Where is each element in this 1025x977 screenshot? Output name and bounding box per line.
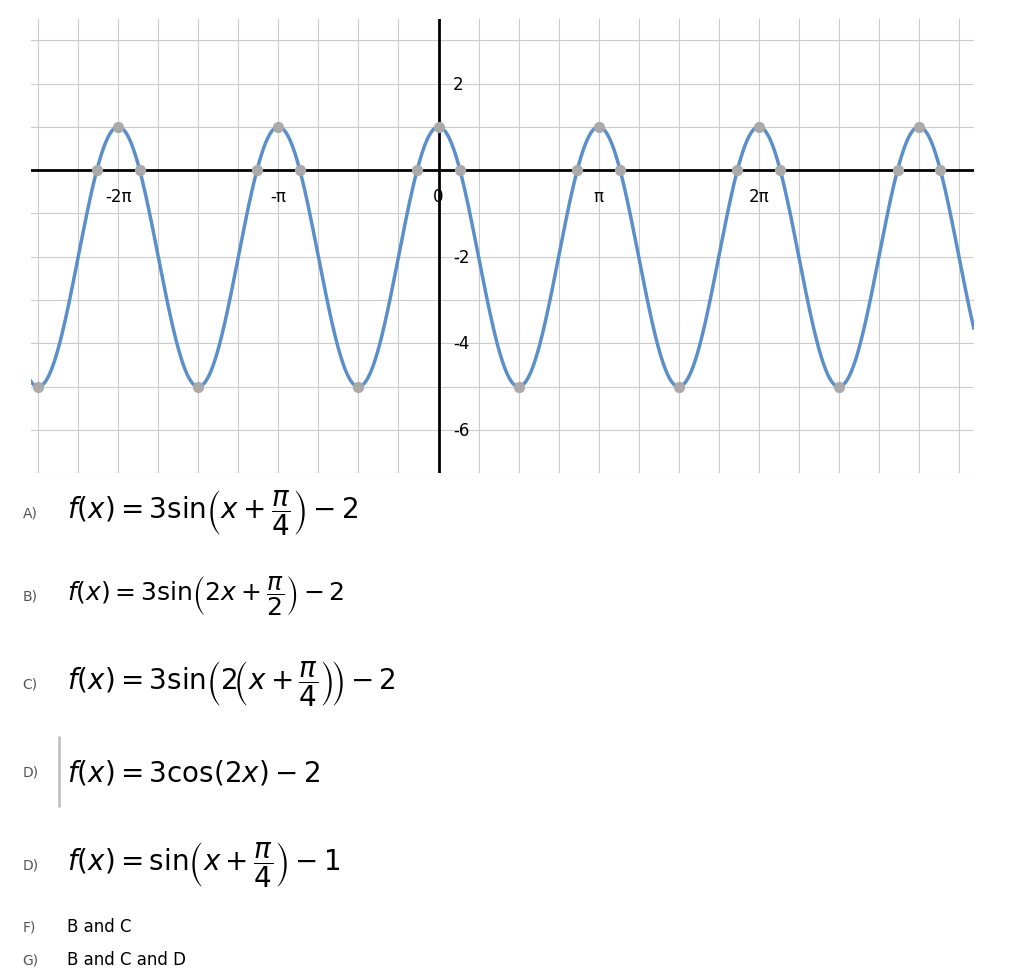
Text: -2π: -2π — [105, 188, 131, 205]
Text: $f(x) = \sin\!\left(x+\dfrac{\pi}{4}\right)-1$: $f(x) = \sin\!\left(x+\dfrac{\pi}{4}\rig… — [67, 840, 340, 889]
Point — [452, 163, 468, 179]
Text: $f(x) = 3\cos(2x)-2$: $f(x) = 3\cos(2x)-2$ — [67, 757, 320, 786]
Point — [911, 120, 928, 136]
Text: B and C and D: B and C and D — [67, 951, 186, 968]
Text: $f(x) = 3\sin\!\left(2x+\dfrac{\pi}{2}\right)-2$: $f(x) = 3\sin\!\left(2x+\dfrac{\pi}{2}\r… — [67, 574, 344, 617]
Text: $f(x) = 3\sin\!\left(2\!\left(x+\dfrac{\pi}{4}\right)\!\right)-2$: $f(x) = 3\sin\!\left(2\!\left(x+\dfrac{\… — [67, 659, 396, 708]
Point — [670, 379, 687, 395]
Text: -6: -6 — [453, 422, 469, 440]
Point — [271, 120, 287, 136]
Point — [190, 379, 206, 395]
Point — [612, 163, 628, 179]
Text: G): G) — [23, 953, 39, 966]
Text: B): B) — [23, 589, 38, 603]
Text: A): A) — [23, 506, 38, 520]
Point — [88, 163, 105, 179]
Point — [510, 379, 527, 395]
Point — [292, 163, 309, 179]
Point — [351, 379, 367, 395]
Text: D): D) — [23, 765, 39, 779]
Point — [750, 120, 767, 136]
Text: 2: 2 — [453, 75, 463, 94]
Point — [590, 120, 607, 136]
Point — [249, 163, 265, 179]
Point — [430, 120, 447, 136]
Point — [131, 163, 148, 179]
Text: -π: -π — [271, 188, 286, 205]
Text: 0: 0 — [434, 188, 444, 205]
Text: -4: -4 — [453, 335, 469, 353]
Text: B and C: B and C — [67, 917, 131, 935]
Text: F): F) — [23, 919, 36, 933]
Point — [409, 163, 425, 179]
Text: C): C) — [23, 677, 38, 691]
Text: D): D) — [23, 858, 39, 871]
Point — [932, 163, 948, 179]
Point — [890, 163, 906, 179]
Point — [830, 379, 847, 395]
Text: -2: -2 — [453, 248, 469, 267]
Point — [569, 163, 585, 179]
Point — [110, 120, 126, 136]
Point — [772, 163, 788, 179]
Text: 2π: 2π — [748, 188, 769, 205]
Point — [729, 163, 745, 179]
Text: $f(x) = 3\sin\!\left(x+\dfrac{\pi}{4}\right)-2$: $f(x) = 3\sin\!\left(x+\dfrac{\pi}{4}\ri… — [67, 488, 358, 537]
Text: π: π — [593, 188, 604, 205]
Point — [30, 379, 46, 395]
